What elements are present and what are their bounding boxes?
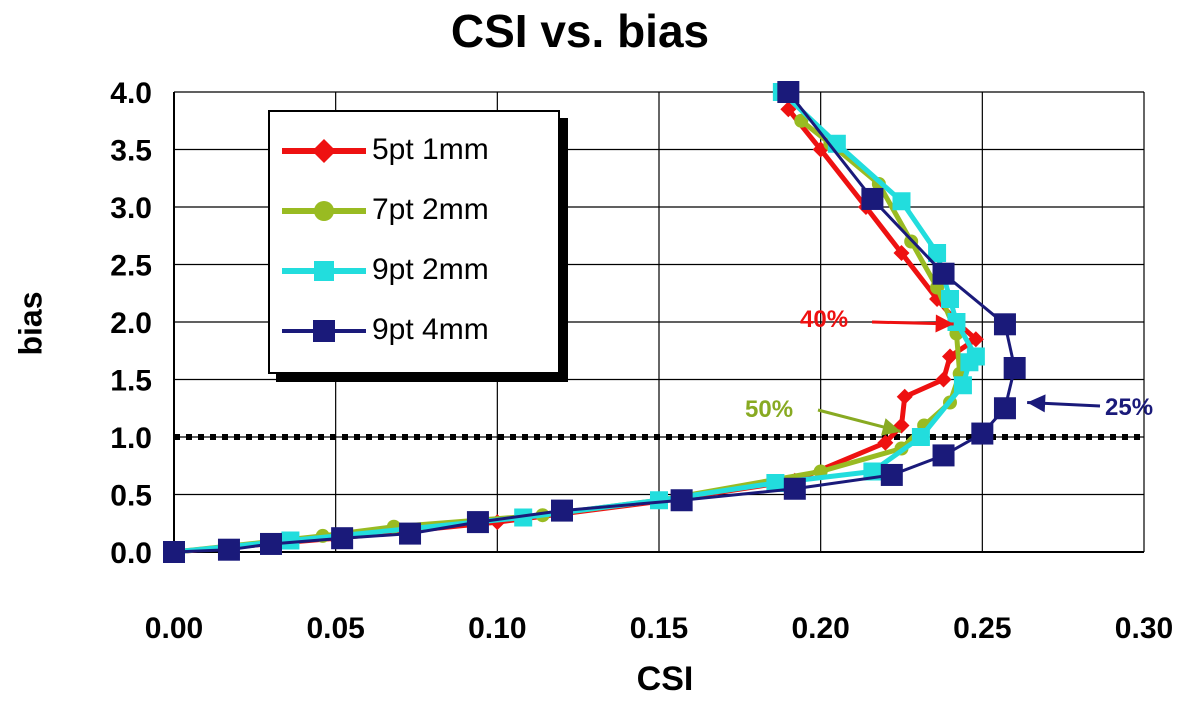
annotation-25-percent: 25%: [1105, 394, 1154, 421]
legend-swatch-5pt-1mm: [282, 139, 366, 163]
data-point: [947, 313, 966, 331]
x-tick-label: 0.00: [145, 612, 203, 645]
data-point: [993, 313, 1016, 336]
chart-title: CSI vs. bias: [450, 5, 710, 57]
arrow-40-percent: [871, 314, 954, 333]
data-point: [942, 348, 958, 365]
arrow-25-percent: [1027, 394, 1101, 413]
y-tick-label: 1.5: [110, 365, 152, 398]
data-point: [1003, 357, 1026, 379]
data-point: [766, 474, 785, 492]
data-point: [514, 508, 533, 527]
legend-item-9pt-2mm: 9pt 2mm: [270, 246, 558, 296]
data-point: [650, 491, 668, 510]
y-tick-label: 2.5: [110, 250, 152, 283]
data-point: [281, 531, 300, 550]
data-point: [777, 81, 800, 103]
legend-label: 9pt 4mm: [372, 313, 489, 346]
annotation-50-percent: 50%: [745, 396, 794, 423]
arrow-head: [881, 418, 901, 436]
axes: 0.00 0.05 0.10 0.15 0.20 0.25 0.30 0.0 0.5 1.0 1.5…: [110, 77, 1173, 645]
data-point: [966, 347, 985, 366]
legend-item-9pt-4mm: 9pt 4mm: [270, 306, 558, 356]
data-point: [794, 113, 809, 128]
annotation-arrows: [817, 314, 1101, 436]
series-9pt-4mm: [163, 81, 1026, 563]
legend-label: 9pt 2mm: [372, 253, 489, 286]
data-point: [861, 187, 884, 210]
data-point: [928, 244, 947, 262]
data-point: [260, 532, 282, 555]
legend-swatch-9pt-2mm: [282, 261, 366, 281]
x-tick-label: 0.30: [1115, 612, 1173, 645]
data-point: [399, 522, 422, 545]
data-point: [892, 192, 911, 211]
data-point: [967, 331, 984, 348]
y-tick-label: 2.0: [110, 307, 152, 340]
data-point: [466, 511, 489, 534]
x-tick-label: 0.10: [468, 612, 526, 645]
y-tick-label: 3.0: [110, 192, 152, 225]
data-point: [993, 397, 1016, 420]
legend-item-7pt-2mm: 7pt 2mm: [270, 186, 558, 236]
x-tick-label: 0.20: [791, 612, 849, 645]
data-point: [163, 541, 185, 563]
legend-label: 5pt 1mm: [372, 133, 489, 166]
data-point: [551, 499, 573, 522]
y-tick-label: 4.0: [110, 77, 152, 110]
legend-swatch-9pt-4mm: [282, 320, 366, 342]
x-tick-label: 0.05: [306, 612, 364, 645]
data-point: [880, 463, 903, 486]
legend-swatch-7pt-2mm: [282, 201, 366, 221]
data-point: [217, 538, 240, 561]
legend: 5pt 1mm 7pt 2mm 9pt 2mm 9pt 4mm: [268, 110, 560, 374]
y-tick-label: 1.0: [110, 422, 152, 455]
data-point: [896, 388, 913, 405]
series-layer: [163, 81, 1026, 563]
y-tick-label: 0.5: [110, 480, 152, 513]
x-axis-label: CSI: [636, 660, 694, 698]
data-point: [783, 477, 806, 500]
legend-item-5pt-1mm: 5pt 1mm: [270, 126, 558, 176]
arrow-head: [935, 314, 954, 333]
data-point: [932, 262, 955, 285]
data-point: [331, 527, 354, 550]
data-point: [911, 428, 930, 446]
annotation-40-percent: 40%: [800, 306, 849, 333]
y-tick-label: 0.0: [110, 537, 152, 570]
x-tick-label: 0.15: [630, 612, 688, 645]
data-point: [953, 376, 972, 395]
data-point: [877, 434, 894, 451]
arrow-50-percent: [817, 408, 902, 436]
y-tick-label: 3.5: [110, 135, 152, 168]
data-point: [932, 444, 955, 467]
legend-label: 7pt 2mm: [372, 193, 489, 226]
data-point: [670, 489, 693, 512]
arrow-head: [1027, 394, 1046, 413]
y-axis-label: bias: [12, 291, 49, 356]
x-tick-label: 0.25: [953, 612, 1011, 645]
data-point: [893, 245, 910, 261]
data-point: [941, 290, 959, 308]
data-point: [971, 422, 994, 445]
data-point: [935, 371, 952, 388]
